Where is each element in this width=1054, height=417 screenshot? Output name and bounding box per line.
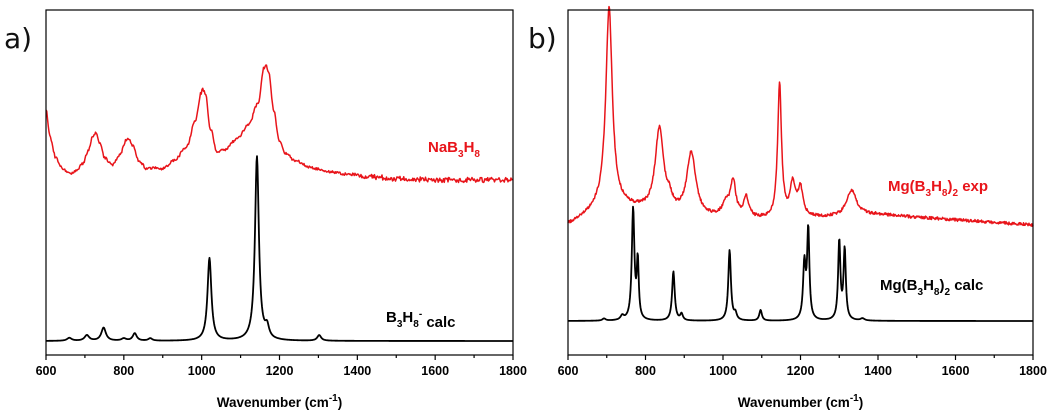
panel-letter: b) — [528, 22, 557, 55]
x-tick-label: 1400 — [864, 364, 892, 378]
x-tick-label: 1000 — [709, 364, 737, 378]
series-label-nab3h8: NaB3H8 — [428, 139, 480, 160]
series-label-mg-b3h8-2-exp: Mg(B3H8)2 exp — [888, 178, 988, 199]
series-line-mg-b3h8-2-calc — [567, 205, 1034, 322]
series-label-b3h8-calc: B3H8- calc — [386, 309, 456, 331]
x-tick-label: 1800 — [1019, 364, 1047, 378]
series-line-b3h8-calc — [45, 155, 514, 342]
x-axis-title: Wavenumber (cm-1) — [738, 393, 863, 410]
x-tick-label: 600 — [558, 364, 579, 378]
x-tick-label: 1000 — [188, 364, 216, 378]
x-tick-label: 1600 — [942, 364, 970, 378]
series-line-nab3h8 — [45, 64, 514, 184]
x-tick-label: 800 — [113, 364, 134, 378]
x-axis-title: Wavenumber (cm-1) — [217, 393, 342, 410]
x-tick-label: 1400 — [343, 364, 371, 378]
x-tick-label: 1200 — [787, 364, 815, 378]
x-tick-label: 800 — [635, 364, 656, 378]
series-line-mg-b3h8-2-exp — [567, 5, 1034, 227]
plot-frame — [45, 9, 514, 356]
panel-a: a) NaB3H8 B3H8- calc 600 800 1000 1200 1400 1600… — [4, 9, 527, 410]
series-label-mg-b3h8-2-calc: Mg(B3H8)2 calc — [880, 277, 983, 298]
panel-b: b) Mg(B3H8)2 exp Mg(B3H8)2 calc 600 800 1000 1… — [528, 5, 1047, 410]
panel-letter: a) — [4, 22, 32, 55]
x-tick-label: 1600 — [421, 364, 449, 378]
x-tick-label: 600 — [36, 364, 57, 378]
x-tick-label: 1200 — [266, 364, 294, 378]
x-tick-label: 1800 — [499, 364, 527, 378]
